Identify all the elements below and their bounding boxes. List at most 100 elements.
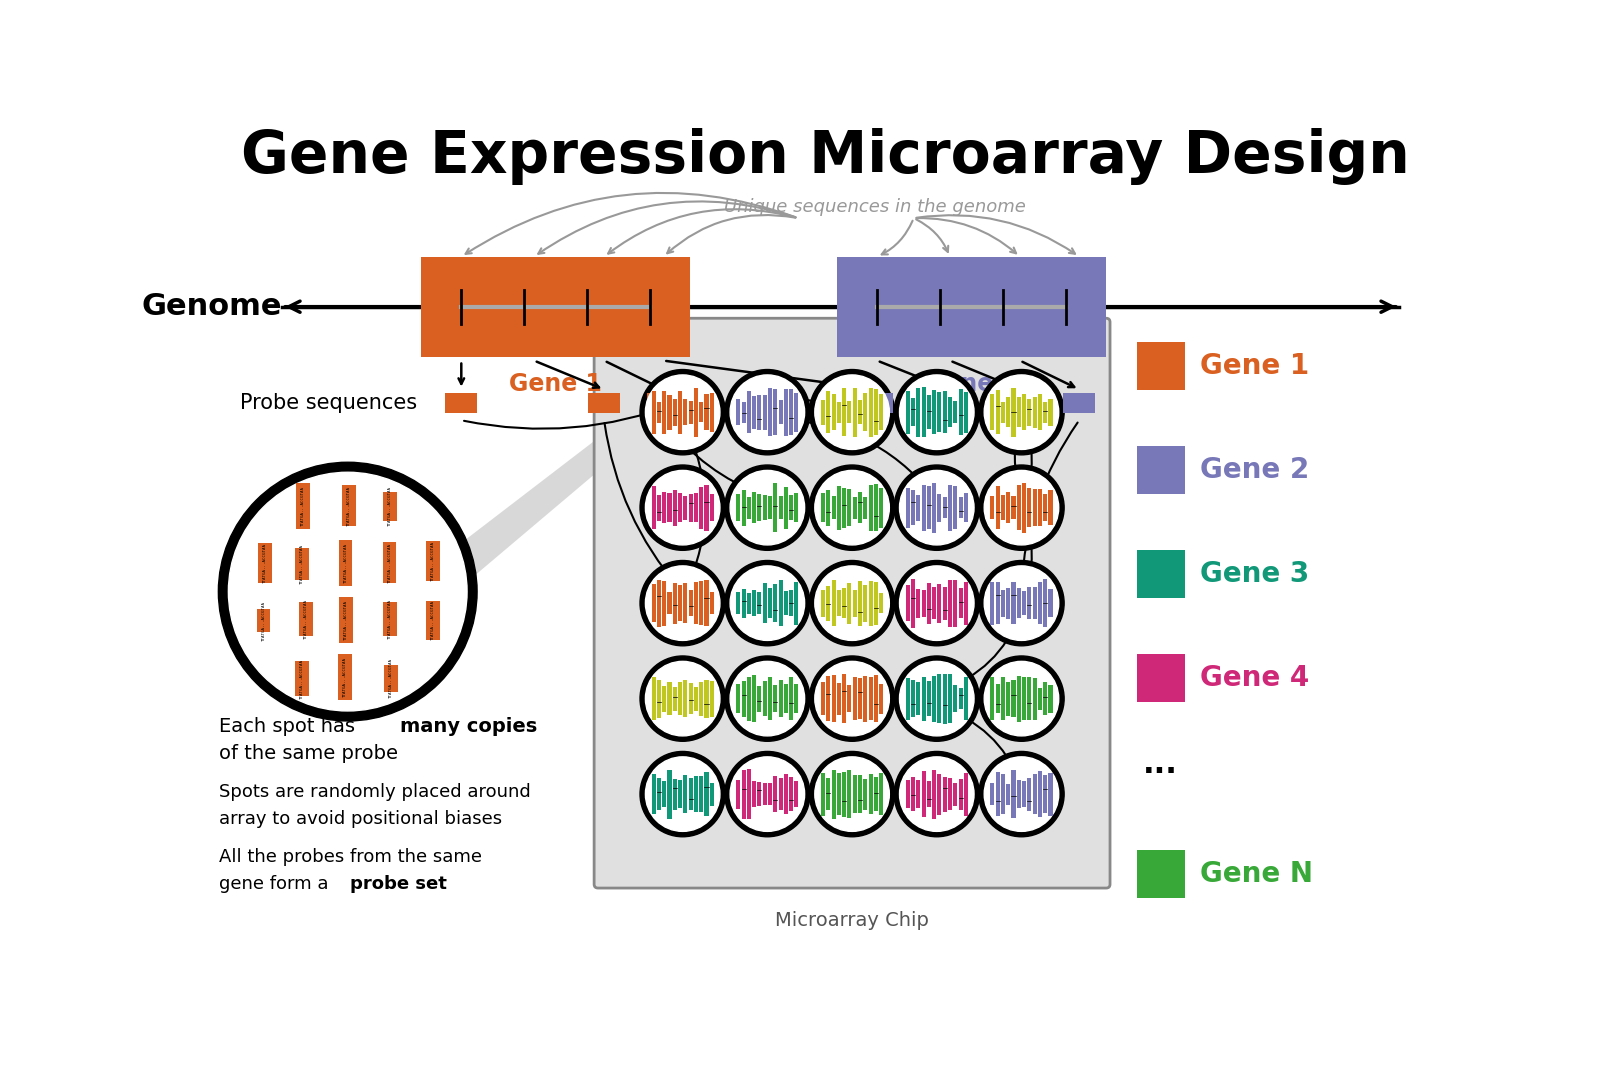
FancyBboxPatch shape [948,397,952,427]
FancyBboxPatch shape [1043,683,1048,715]
Circle shape [984,757,1059,832]
FancyBboxPatch shape [863,676,868,721]
FancyBboxPatch shape [1011,496,1016,519]
Text: array to avoid positional biases: array to avoid positional biases [219,810,502,827]
FancyBboxPatch shape [879,684,884,714]
FancyBboxPatch shape [948,778,952,810]
FancyBboxPatch shape [1032,774,1037,814]
FancyBboxPatch shape [699,487,704,528]
FancyBboxPatch shape [942,391,947,433]
FancyBboxPatch shape [789,591,794,616]
FancyBboxPatch shape [826,489,831,526]
FancyBboxPatch shape [1048,590,1053,617]
FancyBboxPatch shape [990,496,995,519]
FancyBboxPatch shape [794,684,799,713]
FancyBboxPatch shape [689,778,692,810]
FancyBboxPatch shape [1022,677,1026,720]
FancyBboxPatch shape [879,773,884,814]
FancyBboxPatch shape [1011,680,1016,717]
FancyBboxPatch shape [1027,399,1032,426]
Circle shape [724,752,810,837]
FancyBboxPatch shape [853,677,857,720]
FancyBboxPatch shape [757,782,762,807]
FancyBboxPatch shape [916,388,921,436]
Circle shape [815,661,889,735]
FancyBboxPatch shape [868,388,873,436]
FancyBboxPatch shape [673,687,676,711]
FancyBboxPatch shape [763,394,766,430]
FancyBboxPatch shape [1038,771,1042,818]
FancyBboxPatch shape [420,257,691,356]
Circle shape [729,471,805,545]
FancyBboxPatch shape [921,771,926,818]
FancyBboxPatch shape [295,661,309,696]
Circle shape [900,757,974,832]
FancyBboxPatch shape [964,677,968,720]
FancyBboxPatch shape [826,779,831,810]
FancyBboxPatch shape [916,683,921,715]
FancyBboxPatch shape [678,781,683,808]
FancyBboxPatch shape [779,401,782,424]
FancyBboxPatch shape [699,581,704,625]
FancyBboxPatch shape [652,486,655,529]
FancyBboxPatch shape [847,489,852,526]
FancyBboxPatch shape [1038,394,1042,431]
FancyBboxPatch shape [842,388,847,436]
FancyBboxPatch shape [736,592,741,615]
FancyBboxPatch shape [794,494,799,523]
FancyBboxPatch shape [779,496,782,519]
FancyBboxPatch shape [937,494,942,522]
FancyBboxPatch shape [1137,550,1185,597]
Text: TTATGA...ACCGTAA: TTATGA...ACCGTAA [301,486,304,526]
Text: Gene 1: Gene 1 [509,373,602,396]
FancyBboxPatch shape [1038,582,1042,624]
Circle shape [646,661,720,735]
FancyBboxPatch shape [747,497,750,518]
FancyBboxPatch shape [831,770,836,819]
FancyBboxPatch shape [736,684,741,714]
Text: Each spot has: Each spot has [219,717,361,735]
FancyBboxPatch shape [678,585,683,621]
FancyBboxPatch shape [710,783,713,806]
FancyBboxPatch shape [847,402,852,423]
FancyBboxPatch shape [757,394,762,430]
FancyBboxPatch shape [789,495,794,521]
Circle shape [810,752,895,837]
FancyBboxPatch shape [256,609,270,632]
FancyBboxPatch shape [842,588,847,619]
FancyBboxPatch shape [1011,388,1016,436]
FancyBboxPatch shape [858,581,861,625]
Text: ...: ... [1143,751,1177,780]
FancyBboxPatch shape [699,777,704,812]
FancyBboxPatch shape [705,485,708,531]
FancyBboxPatch shape [1048,399,1053,426]
FancyBboxPatch shape [958,688,963,710]
FancyBboxPatch shape [1001,774,1005,814]
FancyBboxPatch shape [847,770,852,819]
Circle shape [729,375,805,449]
FancyBboxPatch shape [1027,488,1032,527]
FancyBboxPatch shape [1063,393,1095,413]
FancyBboxPatch shape [668,592,671,613]
FancyBboxPatch shape [826,391,831,433]
FancyBboxPatch shape [863,497,868,518]
FancyBboxPatch shape [657,779,662,810]
FancyBboxPatch shape [699,402,704,422]
FancyBboxPatch shape [773,686,778,712]
Text: TTATGA...ACCGTAA: TTATGA...ACCGTAA [299,544,304,584]
FancyBboxPatch shape [1032,489,1037,526]
FancyBboxPatch shape [1001,590,1005,617]
FancyBboxPatch shape [784,591,787,616]
FancyBboxPatch shape [742,680,745,717]
FancyBboxPatch shape [1027,677,1032,719]
FancyBboxPatch shape [794,781,799,807]
FancyBboxPatch shape [768,497,773,519]
FancyBboxPatch shape [842,488,847,528]
FancyBboxPatch shape [673,489,676,526]
FancyBboxPatch shape [768,589,773,618]
FancyBboxPatch shape [662,492,667,524]
Text: Genome: Genome [142,293,282,321]
FancyBboxPatch shape [662,581,667,625]
Circle shape [979,561,1064,646]
FancyBboxPatch shape [847,685,852,712]
